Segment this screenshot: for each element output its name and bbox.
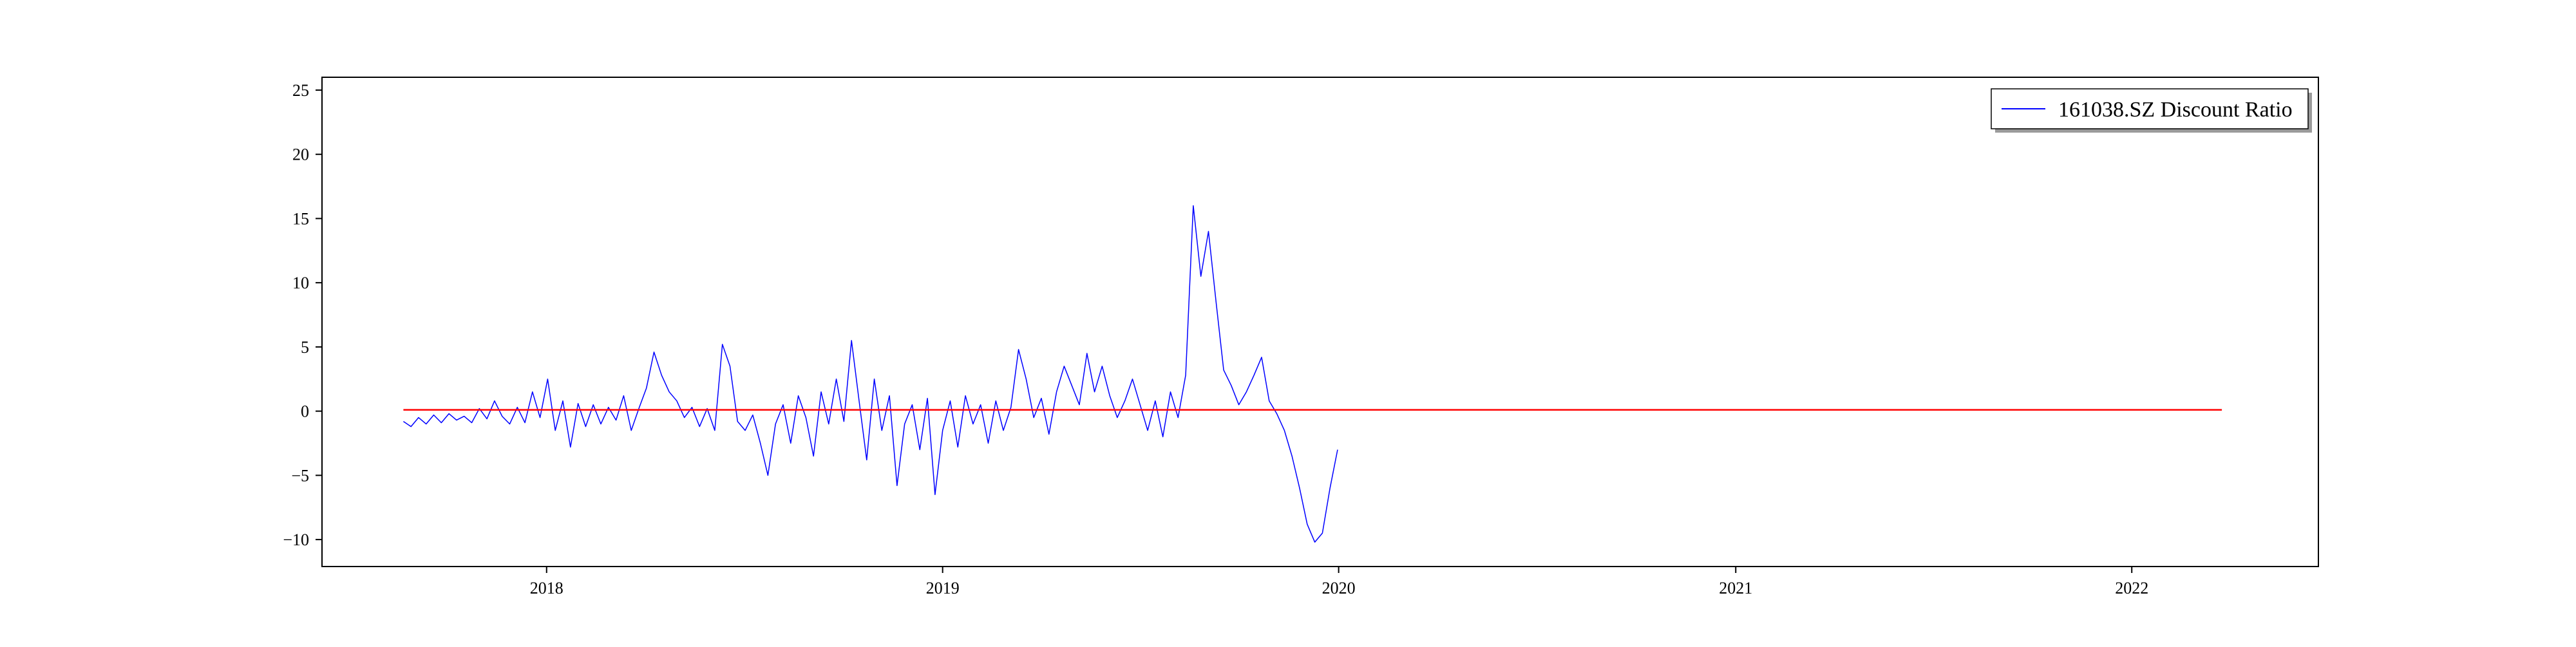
y-tick-label: 25 bbox=[292, 81, 309, 100]
plot-background bbox=[322, 77, 2318, 567]
x-axis: 2018 2019 2020 2021 2022 bbox=[530, 567, 2148, 597]
series-line-discount-ratio bbox=[402, 205, 1338, 543]
x-tick-label: 2022 bbox=[2115, 579, 2148, 597]
x-tick-label: 2019 bbox=[926, 579, 960, 597]
y-tick-label: 15 bbox=[292, 209, 309, 228]
y-tick-label: 20 bbox=[292, 145, 309, 164]
legend-label: 161038.SZ Discount Ratio bbox=[2058, 98, 2293, 122]
x-tick-label: 2021 bbox=[1719, 579, 1752, 597]
y-tick-label: 5 bbox=[301, 338, 309, 357]
y-tick-label: 0 bbox=[301, 402, 309, 421]
y-tick-label: 10 bbox=[292, 274, 309, 292]
x-tick-label: 2018 bbox=[530, 579, 564, 597]
y-axis: −10 −5 0 5 10 15 20 25 bbox=[283, 81, 322, 549]
plot-frame bbox=[321, 77, 2319, 567]
x-tick-label: 2020 bbox=[1322, 579, 1356, 597]
series-layer bbox=[402, 205, 2222, 543]
y-tick-label: −10 bbox=[283, 530, 309, 549]
legend: 161038.SZ Discount Ratio bbox=[1991, 88, 2312, 133]
y-tick-label: −5 bbox=[291, 466, 309, 485]
